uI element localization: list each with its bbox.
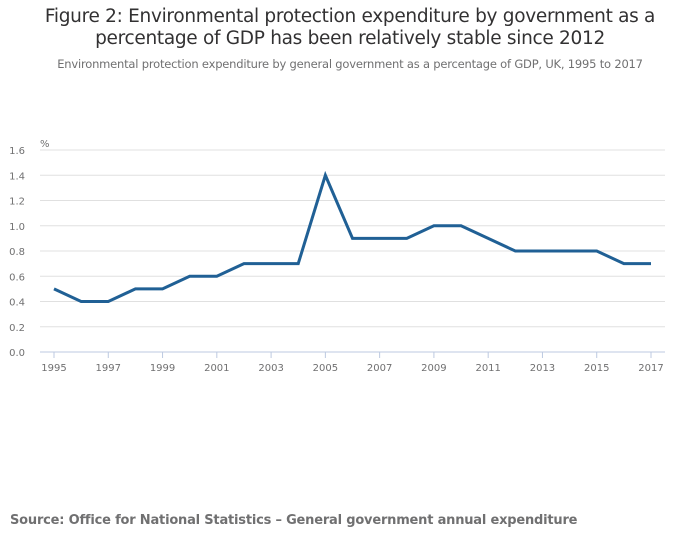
chart-title: Figure 2: Environmental protection expen… xyxy=(0,6,700,50)
x-tick-label: 2017 xyxy=(638,363,663,374)
chart-subtitle: Environmental protection expenditure by … xyxy=(57,57,643,71)
x-tick-label: 2005 xyxy=(313,363,338,374)
x-tick-label: 2009 xyxy=(421,363,446,374)
y-tick-label: 0.6 xyxy=(9,272,25,283)
x-tick-label: 1995 xyxy=(41,363,66,374)
x-tick-label: 1999 xyxy=(150,363,175,374)
y-tick-label: 1.4 xyxy=(9,171,25,182)
x-tick-label: 2011 xyxy=(475,363,500,374)
series-group xyxy=(53,170,651,303)
y-axis-label: % xyxy=(40,139,50,150)
x-tick-label: 2007 xyxy=(367,363,392,374)
y-tick-label: 0.4 xyxy=(9,298,25,309)
y-axis-ticks: 0.0 0.2 0.4 0.6 0.8 1.0 1.2 1.4 1.6 xyxy=(9,146,25,359)
chart-title-line-1: Figure 2: Environmental protection expen… xyxy=(44,6,656,27)
series-line xyxy=(53,170,651,303)
x-tick-label: 2015 xyxy=(584,363,609,374)
y-tick-label: 0.2 xyxy=(9,323,25,334)
y-tick-label: 0.0 xyxy=(9,348,25,359)
x-tick-label: 2013 xyxy=(530,363,555,374)
x-tick-label: 2001 xyxy=(204,363,229,374)
y-tick-label: 1.2 xyxy=(9,197,25,208)
line-chart: 0.0 0.2 0.4 0.6 0.8 1.0 1.2 1.4 1.6 1995 1997 1999… xyxy=(9,139,665,374)
source-note: Source: Office for National Statistics –… xyxy=(10,513,578,528)
y-tick-label: 0.8 xyxy=(9,247,25,258)
y-tick-label: 1.6 xyxy=(9,146,25,157)
x-tick-label: 1997 xyxy=(96,363,121,374)
chart-title-line-2: percentage of GDP has been relatively st… xyxy=(95,28,605,49)
x-axis-ticks: 1995 1997 1999 2001 2003 2005 2007 2009 2011 2013… xyxy=(41,352,664,374)
x-tick-label: 2003 xyxy=(258,363,283,374)
y-tick-label: 1.0 xyxy=(9,222,25,233)
